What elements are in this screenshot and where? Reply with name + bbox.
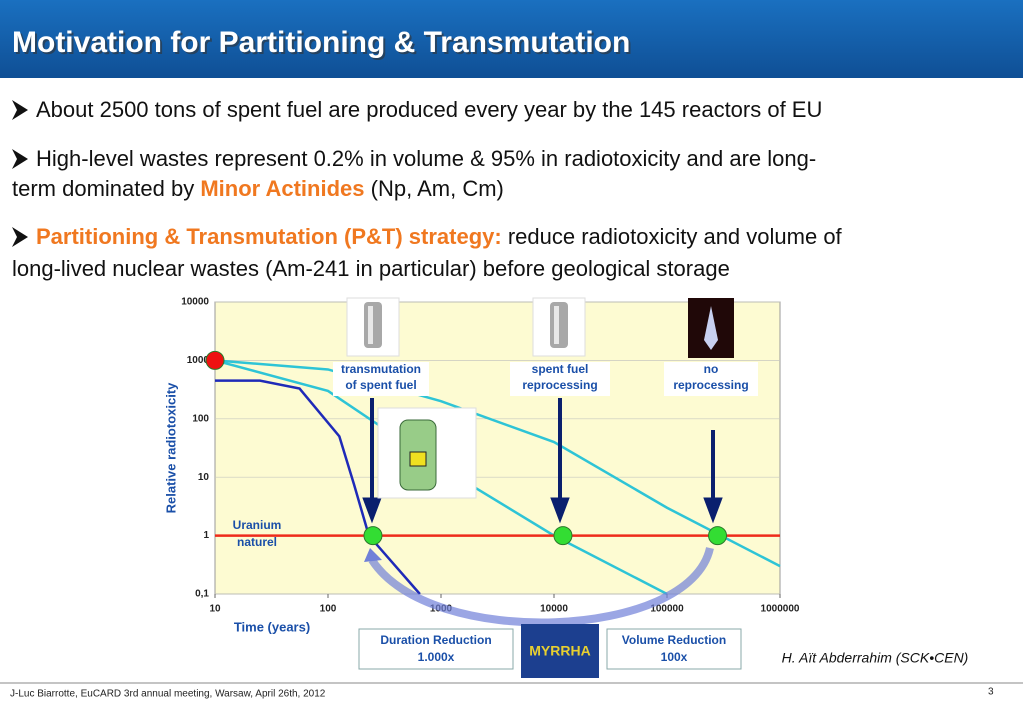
bullet: Partitioning & Transmutation (P&T) strat…	[36, 224, 843, 249]
bullet-part: term dominated by	[12, 176, 200, 201]
y-tick-label: 1000	[187, 355, 210, 366]
label-box	[664, 362, 758, 396]
bullet-icons	[12, 100, 28, 247]
curved-arrow	[368, 546, 714, 627]
page-number: 3	[988, 687, 994, 698]
curved-arrow-head	[364, 548, 382, 562]
x-tick-label: 100000	[650, 604, 684, 615]
bullet-highlight: Minor Actinides	[200, 176, 364, 201]
bullet: High-level wastes represent 0.2% in volu…	[36, 146, 816, 171]
plot-area	[214, 301, 781, 595]
footer-text: J-Luc Biarrotte, EuCARD 3rd annual meeti…	[10, 689, 326, 700]
x-axis-label: Time (years)	[234, 619, 310, 634]
annotation: reprocessing	[522, 378, 597, 392]
y-tick-label: 10	[198, 472, 210, 483]
info-box	[606, 628, 742, 670]
annotation: naturel	[237, 535, 277, 549]
box-text: 100x	[661, 650, 688, 664]
x-tick-label: 100	[320, 604, 337, 615]
label-box	[333, 362, 429, 396]
bullet: long-lived nuclear wastes (Am-241 in par…	[12, 256, 730, 281]
bullet-part: reduce radiotoxicity and volume of	[502, 224, 843, 249]
label-box	[510, 362, 610, 396]
series-line	[214, 359, 781, 568]
x-tick-label: 10	[209, 604, 221, 615]
box-text: 1.000x	[418, 650, 455, 664]
bullet: term dominated by Minor Actinides (Np, A…	[12, 176, 504, 201]
header-bar	[0, 0, 1023, 78]
annotation: no	[704, 362, 719, 376]
logo	[521, 624, 599, 678]
annotation: spent fuel	[532, 362, 589, 376]
bullet-part: (Np, Am, Cm)	[365, 176, 504, 201]
bullet: About 2500 tons of spent fuel are produc…	[36, 97, 822, 122]
annotation: transmutation	[341, 362, 421, 376]
box-text: Duration Reduction	[380, 633, 491, 647]
title-shadow: Motivation for Partitioning & Transmutat…	[14, 28, 632, 61]
y-tick-label: 100	[192, 413, 209, 424]
pointer-arrows	[362, 398, 723, 524]
box-text: Volume Reduction	[622, 633, 726, 647]
annotation: reprocessing	[673, 378, 748, 392]
y-axis-label: Relative radiotoxicity	[163, 382, 178, 514]
y-tick-label: 1	[203, 530, 209, 541]
annotation: Uranium	[233, 518, 282, 532]
slide-title: Motivation for Partitioning & Transmutat…	[12, 26, 630, 59]
canister-images	[346, 297, 734, 499]
marker	[363, 526, 383, 546]
logo-text: MYRRHA	[529, 643, 590, 659]
info-box	[358, 628, 514, 670]
bullet-highlight: Partitioning & Transmutation (P&T) strat…	[36, 224, 502, 249]
annotation: of spent fuel	[345, 378, 416, 392]
y-tick-label: 0,1	[195, 589, 209, 600]
marker	[205, 350, 225, 370]
x-tick-label: 10000	[540, 604, 568, 615]
marker	[708, 526, 728, 546]
x-tick-label: 1000000	[761, 604, 800, 615]
marker	[553, 526, 573, 546]
y-tick-label: 10000	[181, 297, 209, 308]
credit: H. Aït Abderrahim (SCK•CEN)	[782, 650, 969, 666]
